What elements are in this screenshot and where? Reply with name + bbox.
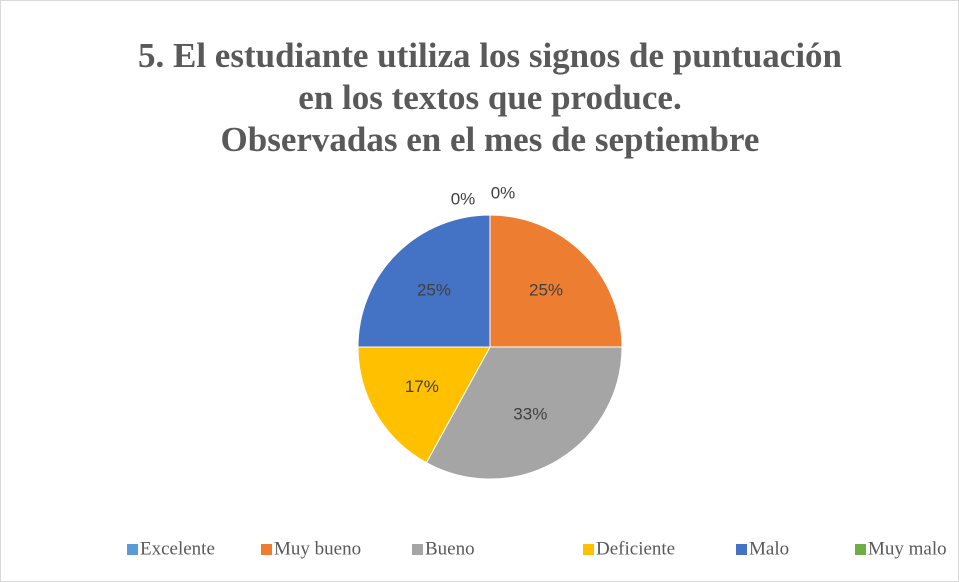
pie-slice xyxy=(425,346,623,480)
legend-label: Muy bueno xyxy=(274,538,361,559)
data-label: 25% xyxy=(529,280,563,299)
legend-swatch xyxy=(261,544,272,555)
chart-title: Observadas en el mes de septiembre xyxy=(221,120,760,159)
data-label: 17% xyxy=(405,377,439,396)
legend-swatch xyxy=(127,544,138,555)
legend-label: Excelente xyxy=(140,538,215,559)
pie-slice xyxy=(357,346,491,464)
chart-title: 5. El estudiante utiliza los signos de p… xyxy=(138,36,842,75)
pie-slice xyxy=(489,214,623,348)
chart-title: en los textos que produce. xyxy=(298,78,681,117)
legend-swatch xyxy=(855,544,866,555)
legend-swatch xyxy=(736,544,747,555)
data-label: 0% xyxy=(491,183,516,202)
legend-label: Bueno xyxy=(425,538,475,559)
data-label: 33% xyxy=(513,405,547,424)
legend-swatch xyxy=(412,544,423,555)
legend-label: Malo xyxy=(749,538,789,559)
legend-label: Deficiente xyxy=(596,538,675,559)
legend-label: Muy malo xyxy=(868,538,947,559)
data-label: 0% xyxy=(451,189,476,208)
legend-swatch xyxy=(583,544,594,555)
pie-slice xyxy=(357,214,491,348)
data-label: 25% xyxy=(417,280,451,299)
